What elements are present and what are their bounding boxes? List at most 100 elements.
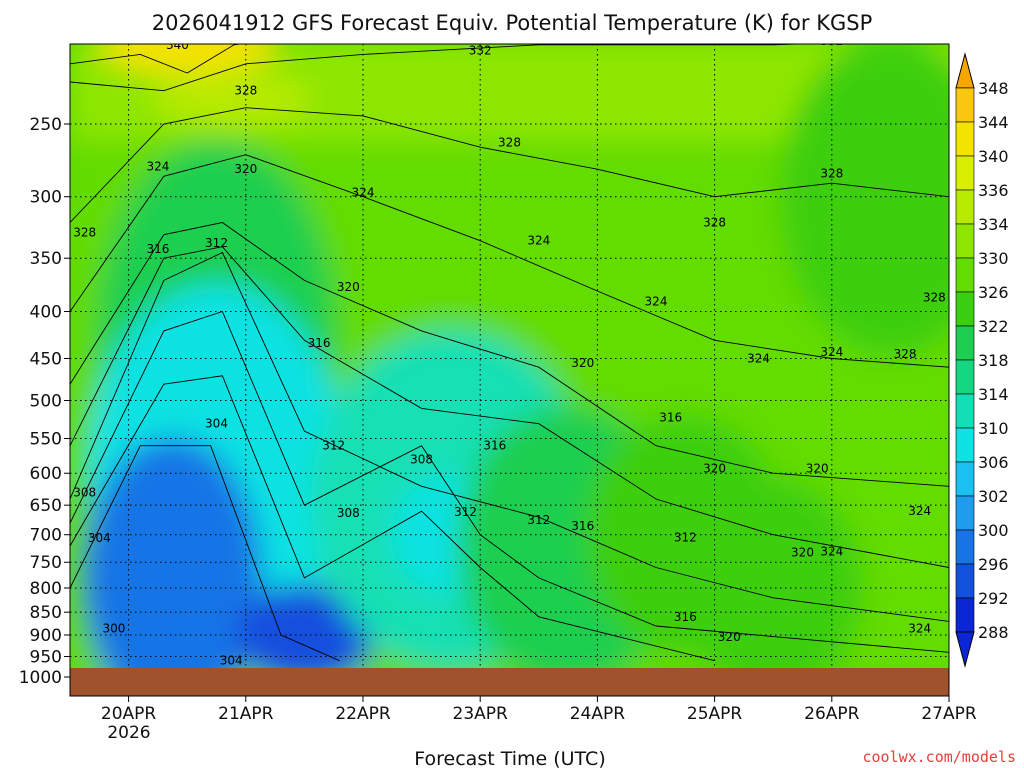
y-tick-label: 750 [30, 553, 62, 573]
field-warm-aloft [97, 44, 278, 75]
colorbar-label: 310 [978, 419, 1009, 438]
contour-label: 328 [703, 215, 726, 229]
colorbar-top-arrow [955, 52, 975, 89]
y-tick-label: 700 [30, 526, 62, 546]
contour-label: 316 [483, 439, 506, 453]
colorbar-label: 300 [978, 521, 1009, 540]
y-axis: 250 300 350 400 450 500 550 600 650 700 750 800 850 9… [19, 115, 70, 688]
colorbar-swatch [955, 461, 975, 497]
contour-label: 324 [645, 294, 668, 308]
contour-label: 316 [659, 411, 682, 425]
contour-label: 316 [571, 519, 594, 533]
colorbar-swatch [955, 563, 975, 599]
ground [70, 668, 949, 696]
colorbar-label: 326 [978, 283, 1009, 302]
colorbar-label: 340 [978, 147, 1009, 166]
contour-label: 320 [571, 356, 594, 370]
colorbar-swatch [955, 359, 975, 395]
contour-line-324 [70, 154, 949, 368]
x-tick-label: 26APR [804, 704, 860, 724]
contour-label: 320 [703, 462, 726, 476]
field-cold-core [82, 437, 263, 696]
colorbar-label: 334 [978, 215, 1009, 234]
contour-label: 312 [674, 531, 697, 545]
colorbar-label: 292 [978, 589, 1009, 608]
contour-label: 308 [337, 506, 360, 520]
contour-label: 316 [674, 610, 697, 624]
contour-label: 320 [234, 162, 257, 176]
colorbar-swatch [955, 529, 975, 565]
y-tick-label: 550 [30, 430, 62, 450]
colorbar-label: 330 [978, 249, 1009, 268]
y-tick-label: 450 [30, 349, 62, 369]
contour-label: 328 [820, 166, 843, 180]
contour-label: 340 [166, 38, 189, 52]
contour-label: 312 [454, 505, 477, 519]
x-tick-label: 25APR [687, 704, 743, 724]
contour-label: 324 [908, 621, 931, 635]
contour-label: 328 [498, 136, 521, 150]
x-tick-label: 22APR [335, 704, 391, 724]
y-tick-label: 850 [30, 603, 62, 623]
y-tick-label: 500 [30, 392, 62, 412]
contour-label: 304 [220, 654, 243, 668]
contour-label: 332 [469, 44, 492, 58]
contour-label: 300 [102, 621, 125, 635]
colorbar: 348 344 340 336 334 330 326 322 318 314 310 306 302 3… [955, 52, 1009, 668]
plot-frame [69, 43, 950, 697]
y-tick-label: 900 [30, 626, 62, 646]
contour-label: 320 [806, 462, 829, 476]
colorbar-label: 302 [978, 487, 1009, 506]
contour-label: 304 [88, 531, 111, 545]
y-tick-label: 250 [30, 115, 62, 135]
x-tick-label: 21APR [218, 704, 274, 724]
contour-label: 312 [322, 439, 345, 453]
contour-label: 312 [205, 236, 228, 250]
contour-label: 328 [894, 347, 917, 361]
field-warm-aloft-2 [151, 74, 312, 125]
contour-line-300 [70, 445, 340, 662]
y-tick-label: 800 [30, 579, 62, 599]
y-tick-label: 600 [30, 464, 62, 484]
x-tick-label: 27APR [921, 704, 977, 724]
field-mid-upper [780, 44, 949, 357]
contour-label: 316 [146, 242, 169, 256]
y-tick-label: 650 [30, 496, 62, 516]
contour-label: 324 [908, 504, 931, 518]
x-axis: 20APR 21APR 22APR 23APR 24APR 25APR 26APR 27APR [101, 696, 977, 724]
colorbar-swatch [955, 495, 975, 531]
x-tick-label: 20APR [101, 704, 157, 724]
contour-label: 304 [205, 417, 228, 431]
colorbar-swatch [955, 325, 975, 361]
x-year-label: 2026 [107, 723, 150, 743]
contour-label: 324 [747, 351, 770, 365]
contour-label: 308 [410, 453, 433, 467]
contour-label: 324 [146, 159, 169, 173]
contour-label: 328 [73, 225, 96, 239]
contour-label: 324 [820, 345, 843, 359]
plot-area: 340 332 332 328 328 328 328 328 328 328 324 324 324 3… [70, 34, 949, 696]
x-tick-label: 23APR [453, 704, 509, 724]
colorbar-swatch [955, 223, 975, 259]
contour-label: 324 [527, 234, 550, 248]
colorbar-swatch [955, 291, 975, 327]
contour-label: 320 [718, 630, 741, 644]
colorbar-swatch [955, 257, 975, 293]
colorbar-swatch [955, 597, 975, 633]
colorbar-swatch [955, 393, 975, 429]
colorbar-label: 288 [978, 623, 1009, 642]
contour-label: 324 [820, 544, 843, 558]
contour-label: 308 [73, 486, 96, 500]
contour-label: 332 [820, 34, 843, 48]
contour-label: 320 [337, 280, 360, 294]
y-tick-label: 300 [30, 188, 62, 208]
field-low-warm [683, 478, 864, 696]
colorbar-label: 314 [978, 385, 1009, 404]
contour-label: 316 [308, 336, 331, 350]
colorbar-swatch [955, 87, 975, 123]
colorbar-label: 306 [978, 453, 1009, 472]
colorbar-swatch [955, 121, 975, 157]
contour-label: 328 [923, 290, 946, 304]
contour-labels: 340 332 332 328 328 328 328 328 328 328 324 324 324 3… [73, 34, 946, 668]
gridlines [70, 44, 949, 696]
